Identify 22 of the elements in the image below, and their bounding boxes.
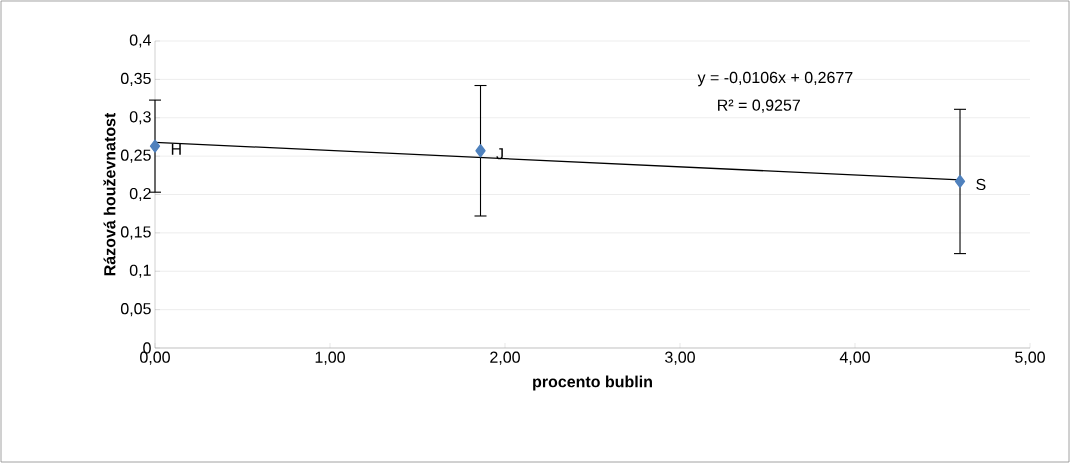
point: [954, 174, 966, 189]
point: [475, 144, 486, 158]
x-tick-label: 3,00: [665, 351, 695, 365]
y-tick-label: 0,15: [120, 226, 151, 240]
y-tick-label: 0,4: [129, 34, 151, 48]
y-tick-label: 0,05: [120, 303, 151, 317]
x-tick-label: 2,00: [490, 351, 520, 365]
annotation: y = -0,0106x + 0,2677: [697, 71, 853, 87]
annotation: R² = 0,9257: [718, 99, 800, 113]
y-axis-title: Rázová houževnatost: [103, 112, 116, 276]
x-axis-title: procento bublin: [533, 375, 652, 391]
annotation: H: [171, 143, 181, 155]
y-tick-label: 0,2: [129, 187, 151, 202]
point: [149, 139, 161, 153]
x-tick-label: 4,00: [839, 351, 870, 365]
x-tick-label: 1,00: [315, 351, 345, 365]
y-tick-label: 0,25: [120, 149, 151, 163]
annotation: S: [976, 178, 986, 191]
x-tick-label: 5,00: [1015, 351, 1045, 365]
y-tick-label: 0,3: [129, 111, 151, 125]
y-tick-label: 0,1: [129, 264, 151, 278]
y-tick-label: 0,35: [120, 72, 151, 86]
